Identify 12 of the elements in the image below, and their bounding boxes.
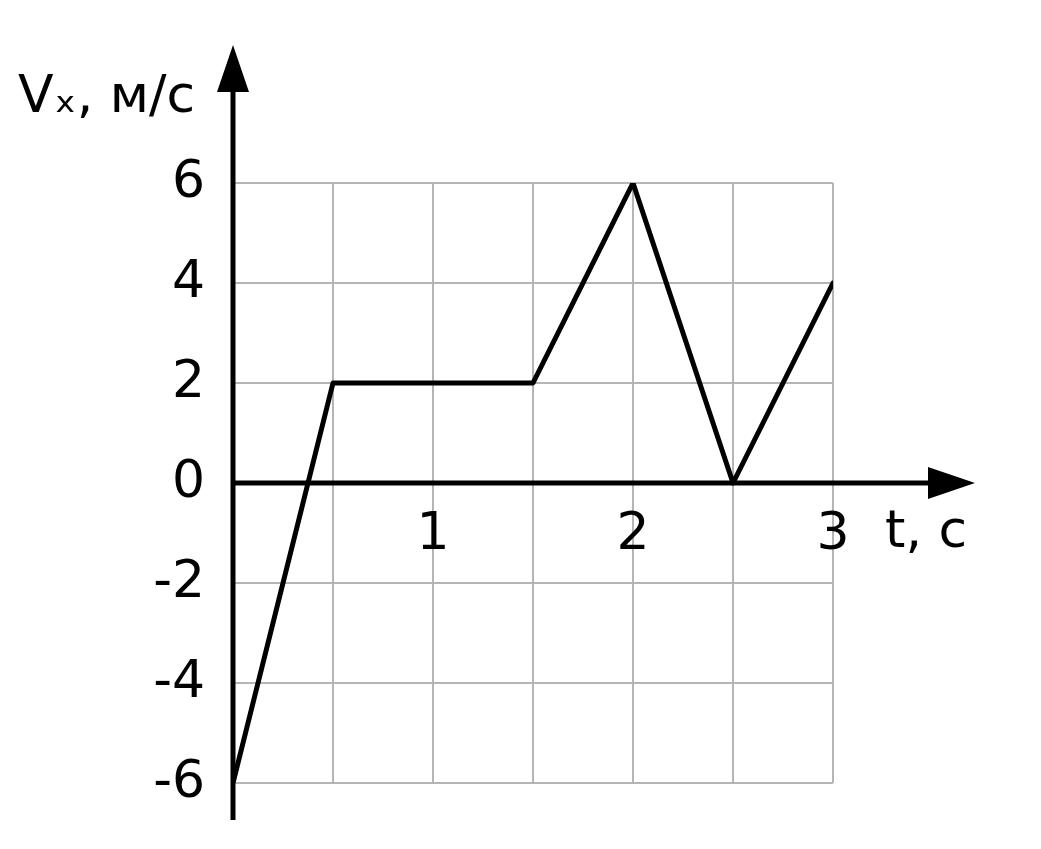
y-tick-label: 4 [171,248,205,309]
y-tick-label: -6 [153,748,205,809]
y-tick-label: -2 [153,548,205,609]
x-axis-title: t, с [885,498,968,559]
x-tick-label: 2 [616,500,650,561]
y-axis-title: Vₓ, м/с [18,64,196,124]
x-tick-label: 1 [416,500,450,561]
y-tick-label: 6 [171,148,205,209]
x-tick-label: 3 [816,500,850,561]
y-tick-label: 2 [171,348,205,409]
y-tick-label: -4 [153,648,205,709]
y-tick-label: 0 [171,448,205,509]
